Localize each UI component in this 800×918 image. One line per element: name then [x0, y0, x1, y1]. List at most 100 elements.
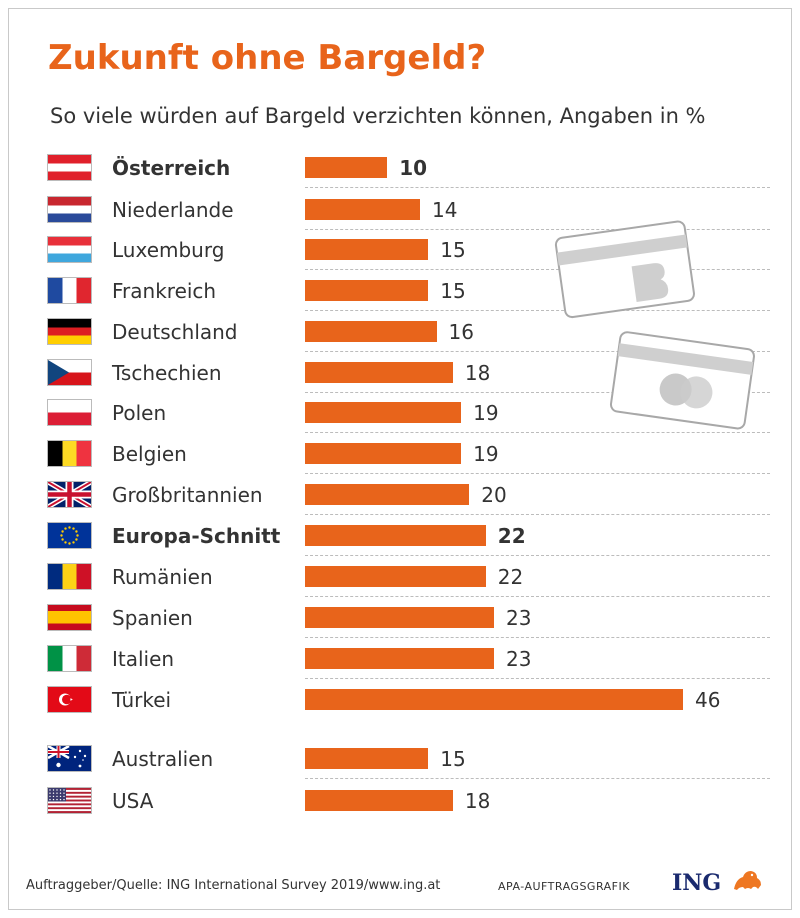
row-divider — [305, 269, 770, 270]
bar — [305, 321, 437, 342]
france-flag — [48, 278, 91, 303]
chart-title: Zukunft ohne Bargeld? — [48, 38, 487, 78]
bar — [305, 484, 470, 505]
bar — [305, 790, 453, 811]
bar-row-australia: Australien 15 — [0, 739, 800, 779]
value-label: 23 — [506, 647, 532, 671]
row-divider — [305, 432, 770, 433]
chart-subtitle: So viele würden auf Bargeld verzichten k… — [50, 104, 706, 128]
value-label: 15 — [440, 238, 466, 262]
netherlands-flag — [48, 197, 91, 222]
value-label: 23 — [506, 606, 532, 630]
bar-row-czechia: Tschechien 18 — [0, 353, 800, 393]
italy-flag — [48, 646, 91, 671]
bar — [305, 199, 420, 220]
bar — [305, 607, 494, 628]
bar-row-belgium: Belgien 19 — [0, 434, 800, 474]
spain-flag — [48, 605, 91, 630]
row-divider — [305, 637, 770, 638]
row-divider — [305, 351, 770, 352]
bar-row-poland: Polen 19 — [0, 393, 800, 433]
value-label: 19 — [473, 401, 499, 425]
lion-logo-icon — [734, 871, 761, 890]
value-label: 19 — [473, 442, 499, 466]
luxembourg-flag — [48, 237, 91, 262]
value-label: 15 — [440, 747, 466, 771]
bar — [305, 443, 462, 464]
bar — [305, 362, 453, 383]
row-divider — [305, 187, 770, 188]
row-divider — [305, 310, 770, 311]
row-divider — [305, 778, 770, 779]
chart-frame — [8, 8, 792, 910]
category-label: Luxemburg — [112, 238, 225, 262]
value-label: 16 — [448, 320, 474, 344]
row-divider — [305, 473, 770, 474]
category-label: Australien — [112, 747, 214, 771]
credit-note: APA-AUFTRAGSGRAFIK — [498, 880, 630, 893]
category-label: Italien — [112, 647, 175, 671]
bar-row-netherlands: Niederlande 14 — [0, 190, 800, 230]
bar — [305, 648, 494, 669]
usa-flag — [48, 788, 91, 813]
value-label: 46 — [695, 688, 721, 712]
category-label: Spanien — [112, 606, 193, 630]
category-label: Niederlande — [112, 198, 234, 222]
row-divider — [305, 229, 770, 230]
bar — [305, 239, 429, 260]
bar — [305, 402, 462, 423]
category-label: Österreich — [112, 156, 231, 180]
bar-row-spain: Spanien 23 — [0, 598, 800, 638]
value-label: 14 — [432, 198, 458, 222]
australia-flag — [48, 746, 91, 771]
bar-row-germany: Deutschland 16 — [0, 312, 800, 352]
bar — [305, 566, 486, 587]
turkey-flag — [48, 687, 91, 712]
uk-flag — [48, 482, 91, 507]
bar-row-romania: Rumänien 22 — [0, 557, 800, 597]
bar-row-austria: Österreich 10 — [0, 148, 800, 188]
germany-flag — [48, 319, 91, 344]
category-label: Türkei — [112, 688, 172, 712]
bar-row-italy: Italien 23 — [0, 639, 800, 679]
row-divider — [305, 392, 770, 393]
card-illustration — [554, 220, 755, 430]
bar-row-usa: USA 18 — [0, 781, 800, 821]
value-label: 15 — [440, 279, 466, 303]
category-label: USA — [112, 789, 154, 813]
czechia-flag — [48, 360, 91, 385]
category-label: Großbritannien — [112, 483, 263, 507]
bar — [305, 280, 429, 301]
eu-flag — [48, 523, 91, 548]
bar-row-france: Frankreich 15 — [0, 271, 800, 311]
austria-flag — [48, 155, 91, 180]
source-note: Auftraggeber/Quelle: ING International S… — [26, 878, 441, 893]
bar — [305, 157, 388, 178]
ing-logo: ING — [672, 870, 722, 896]
value-label: 22 — [497, 524, 526, 548]
bar-row-turkey: Türkei 46 — [0, 680, 800, 720]
value-label: 20 — [481, 483, 507, 507]
row-divider — [305, 514, 770, 515]
bar-row-uk: Großbritannien 20 — [0, 475, 800, 515]
bar-row-luxembourg: Luxemburg 15 — [0, 230, 800, 270]
belgium-flag — [48, 441, 91, 466]
poland-flag — [48, 400, 91, 425]
bar — [305, 689, 683, 710]
row-divider — [305, 678, 770, 679]
bar — [305, 525, 486, 546]
bar-row-eu: Europa-Schnitt 22 — [0, 516, 800, 556]
category-label: Belgien — [112, 442, 187, 466]
category-label: Rumänien — [112, 565, 213, 589]
bar — [305, 748, 429, 769]
value-label: 10 — [399, 156, 428, 180]
value-label: 22 — [497, 565, 524, 589]
category-label: Europa-Schnitt — [112, 524, 281, 548]
romania-flag — [48, 564, 91, 589]
value-label: 18 — [464, 361, 491, 385]
value-label: 18 — [464, 789, 491, 813]
row-divider — [305, 596, 770, 597]
category-label: Polen — [112, 401, 167, 425]
row-divider — [305, 555, 770, 556]
